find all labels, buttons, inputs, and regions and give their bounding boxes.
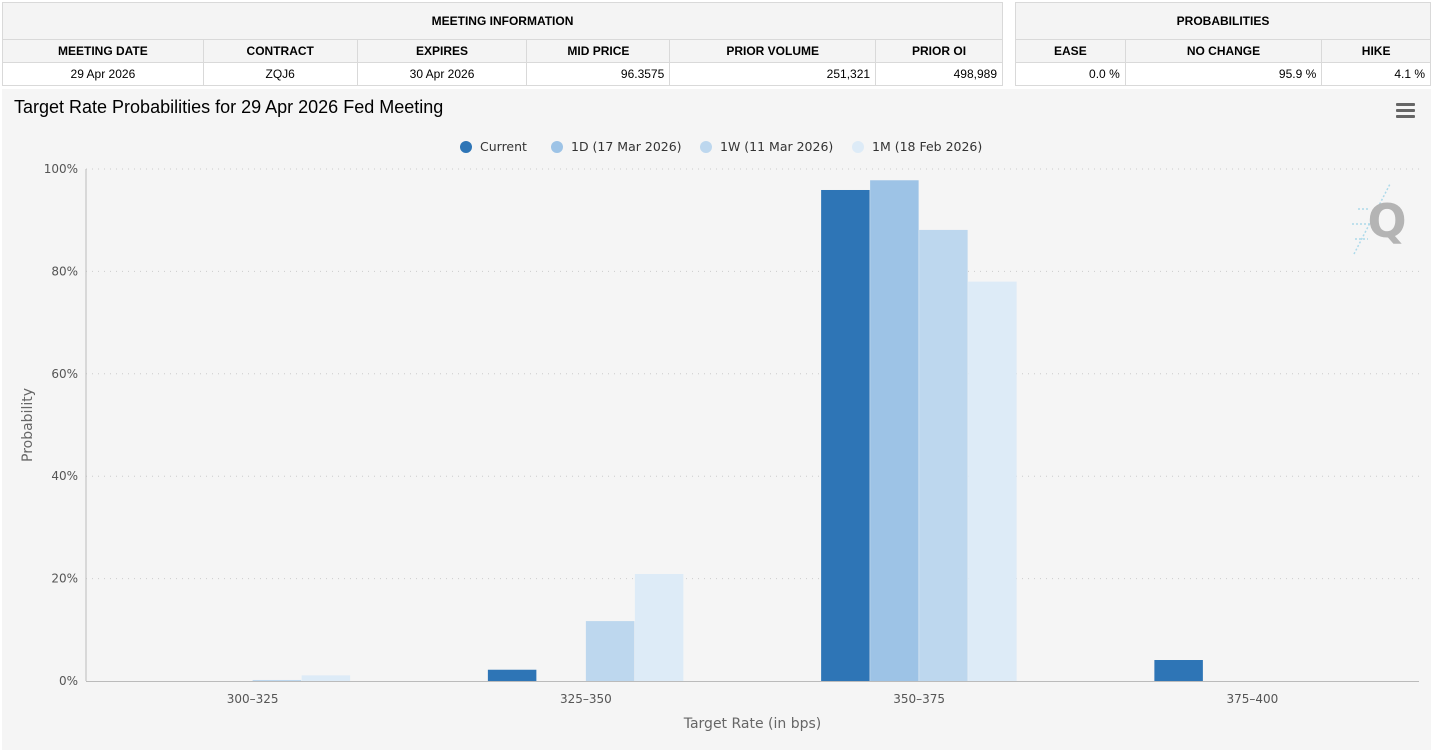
chart-panel: 0% 20% 40% 60% 80% 100% 300–325 325–350 350–375 3… <box>2 89 1431 750</box>
svg-text:Q: Q <box>1367 194 1406 248</box>
header-contract: CONTRACT <box>202 39 358 63</box>
x-tick-label: 375–400 <box>1226 692 1278 706</box>
bar <box>1154 660 1203 681</box>
prior-volume-value: 251,321 <box>669 62 877 86</box>
probabilities-title: PROBABILITIES <box>1015 2 1431 40</box>
q-logo-icon: Q <box>1352 183 1407 255</box>
header-no-change: NO CHANGE <box>1124 39 1323 63</box>
header-hike: HIKE <box>1321 39 1431 63</box>
header-mid-price: MID PRICE <box>526 39 671 63</box>
hike-value: 4.1 % <box>1321 62 1431 86</box>
x-axis-title: Target Rate (in bps) <box>683 716 822 732</box>
ease-value: 0.0 % <box>1015 62 1126 86</box>
legend-marker <box>700 141 712 153</box>
table-row: 0.0 % 95.9 % 4.1 % <box>1015 62 1431 86</box>
bar <box>870 180 919 681</box>
meeting-information-table: MEETING INFORMATION MEETING DATE CONTRAC… <box>2 2 1003 86</box>
bar <box>487 669 537 681</box>
header-prior-oi: PRIOR OI <box>875 39 1003 63</box>
header-meeting-date: MEETING DATE <box>2 39 204 63</box>
header-prior-volume: PRIOR VOLUME <box>669 39 877 63</box>
meeting-date-value: 29 Apr 2026 <box>2 62 204 86</box>
bar <box>301 675 351 681</box>
expires-value: 30 Apr 2026 <box>356 62 528 86</box>
legend-label: 1M (18 Feb 2026) <box>872 139 982 154</box>
y-tick-label: 100% <box>44 162 78 176</box>
hamburger-menu-icon[interactable] <box>1396 103 1415 119</box>
legend-label: 1D (17 Mar 2026) <box>571 139 682 154</box>
legend-label: Current <box>480 139 527 154</box>
chart-title: Target Rate Probabilities for 29 Apr 202… <box>14 97 444 117</box>
y-tick-label: 60% <box>51 367 78 381</box>
x-tick-label: 350–375 <box>893 692 945 706</box>
chart-canvas: 0% 20% 40% 60% 80% 100% 300–325 325–350 350–375 3… <box>20 139 1419 732</box>
legend-marker <box>852 141 864 153</box>
y-tick-label: 0% <box>59 674 78 688</box>
contract-value: ZQJ6 <box>202 62 358 86</box>
legend-marker <box>460 141 472 153</box>
no-change-value: 95.9 % <box>1124 62 1323 86</box>
header-ease: EASE <box>1015 39 1126 63</box>
bar <box>968 281 1017 681</box>
bar <box>252 679 302 681</box>
x-tick-label: 325–350 <box>560 692 612 706</box>
x-tick-label: 300–325 <box>227 692 279 706</box>
meeting-information-title: MEETING INFORMATION <box>2 2 1003 40</box>
bar <box>585 621 635 681</box>
bar <box>821 189 870 681</box>
prior-oi-value: 498,989 <box>875 62 1003 86</box>
mid-price-value: 96.3575 <box>526 62 671 86</box>
header-expires: EXPIRES <box>356 39 528 63</box>
probabilities-table: PROBABILITIES EASE NO CHANGE HIKE 0.0 % … <box>1015 2 1431 86</box>
bar <box>919 229 968 682</box>
legend-marker <box>551 141 563 153</box>
bar <box>634 573 684 681</box>
y-axis-title: Probability <box>20 388 36 462</box>
table-row: 29 Apr 2026 ZQJ6 30 Apr 2026 96.3575 251… <box>2 62 1003 86</box>
y-tick-label: 80% <box>51 264 78 278</box>
legend-label: 1W (11 Mar 2026) <box>720 139 833 154</box>
y-tick-label: 40% <box>51 469 78 483</box>
y-tick-label: 20% <box>51 572 78 586</box>
